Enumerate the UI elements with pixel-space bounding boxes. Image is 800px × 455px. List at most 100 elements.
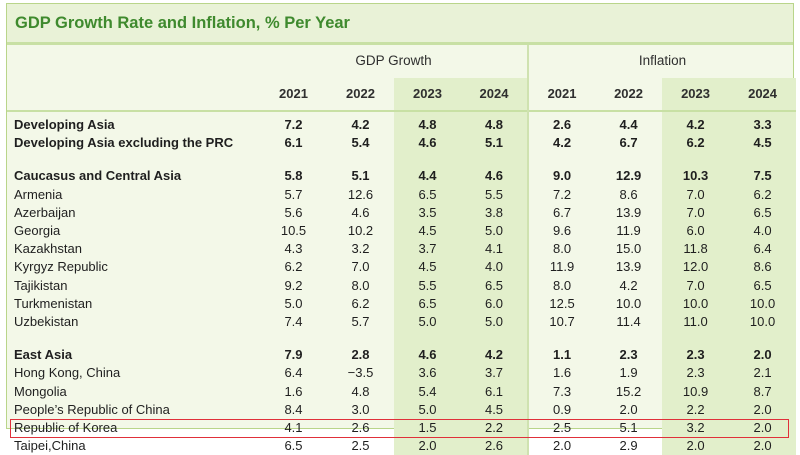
table-cell: 5.0 (394, 400, 461, 420)
table-cell: 2.2 (461, 419, 529, 438)
spacer-cell (260, 331, 327, 346)
table-cell: 5.0 (394, 313, 461, 332)
table-cell: 6.2 (284, 259, 303, 275)
table-cell: 4.4 (394, 167, 461, 186)
table-cell: 5.0 (461, 313, 529, 332)
table-cell: 11.9 (616, 223, 641, 239)
row-label: Uzbekistan (14, 314, 79, 330)
table-cell: 11.9 (527, 258, 596, 277)
table-cell: 4.4 (619, 117, 638, 132)
table-cell: 10.7 (527, 313, 596, 332)
table-cell: 4.0 (461, 258, 529, 277)
row-label: Developing Asia (14, 117, 115, 132)
table-cell: 6.1 (284, 135, 303, 151)
table-cell: 1.6 (527, 364, 596, 383)
table-cell: 2.0 (729, 437, 797, 455)
table-cell: 6.5 (284, 438, 303, 454)
table-panel: GDP Growth Rate and Inflation, % Per Yea… (6, 3, 797, 455)
table-cell: 7.0 (351, 259, 370, 275)
row-label: Armenia (14, 186, 63, 202)
table-cell: 4.6 (394, 346, 461, 365)
table-cell: 2.6 (461, 437, 529, 455)
spacer-cell (461, 331, 529, 347)
table-row: East Asia 7.9 2.8 4.6 4.2 1.1 2.3 2.3 2.0 (7, 346, 797, 365)
year-header: 2024 (729, 78, 797, 111)
table-cell: 5.5 (461, 185, 529, 204)
table-cell: 5.7 (284, 186, 303, 202)
table-cell: 5.1 (461, 134, 529, 153)
table-cell: 4.3 (284, 241, 303, 257)
year-header: 2021 (279, 85, 308, 101)
table-cell: 4.6 (394, 134, 461, 153)
table-row: Armenia 5.7 12.6 6.5 5.5 7.2 8.6 7.0 6.2 (7, 185, 797, 204)
header-blank (7, 78, 260, 111)
spacer-row (7, 152, 797, 168)
spacer-cell (595, 152, 662, 167)
year-header: 2024 (461, 78, 529, 111)
row-label: Azerbaijan (14, 204, 76, 220)
table-cell: 8.4 (284, 401, 303, 417)
row-label: Turkmenistan (14, 295, 93, 311)
table-cell: 10.3 (662, 167, 730, 186)
table-cell: 8.6 (729, 258, 797, 277)
row-label: Mongolia (14, 383, 67, 399)
table-cell: 5.1 (619, 420, 638, 436)
row-label: Caucasus and Central Asia (14, 168, 182, 184)
table-cell: 4.2 (619, 277, 638, 293)
spacer-cell (662, 152, 730, 168)
table-cell: 2.6 (351, 420, 370, 436)
table-cell: 2.0 (662, 437, 730, 455)
table-cell: 3.2 (351, 241, 370, 257)
table-cell: 2.5 (527, 419, 596, 438)
table-cell: 6.4 (284, 365, 303, 381)
spacer-cell (662, 331, 730, 347)
row-label: Kyrgyz Republic (14, 259, 108, 275)
table-cell: 13.9 (615, 204, 642, 220)
header-blank (7, 45, 260, 78)
table-cell: 4.2 (527, 134, 596, 153)
spacer-cell (461, 152, 529, 168)
table-cell: 3.0 (351, 401, 370, 417)
year-header: 2023 (394, 78, 461, 111)
table-cell: 9.6 (527, 222, 596, 241)
table-cell: 3.2 (662, 419, 730, 438)
table-row-highlighted: Republic of Korea 4.1 2.6 1.5 2.2 2.5 5.1 3.2 2.… (7, 419, 797, 438)
table-cell: 6.5 (394, 294, 461, 314)
row-label: Georgia (14, 223, 61, 239)
table-cell: 6.7 (527, 203, 596, 223)
table-cell: 8.7 (729, 382, 797, 401)
table-cell: 10.9 (662, 382, 730, 401)
table-cell: 4.2 (351, 117, 370, 132)
table-cell: 13.9 (615, 259, 642, 275)
spacer-cell (527, 331, 596, 347)
table-row: Mongolia 1.6 4.8 5.4 6.1 7.3 15.2 10.9 8.7 (7, 382, 797, 401)
table-cell: 8.0 (351, 277, 370, 293)
table-cell: 4.1 (284, 420, 303, 436)
table-cell: 8.6 (619, 186, 638, 202)
table-cell: 4.5 (461, 400, 529, 420)
table-cell: 10.0 (615, 295, 642, 311)
table-row: Developing Asia excluding the PRC 6.1 5.4 4… (7, 134, 797, 153)
table-cell: 3.8 (461, 203, 529, 223)
row-label: Kazakhstan (14, 241, 82, 257)
row-label: Hong Kong, China (14, 365, 121, 381)
table-cell: 4.5 (394, 222, 461, 241)
group-header-gdp: GDP Growth (355, 53, 432, 69)
table-cell: 6.5 (729, 276, 797, 295)
table-cell: 4.5 (394, 258, 461, 277)
table-cell: 6.2 (351, 295, 370, 311)
table-cell: 6.1 (461, 382, 529, 401)
table-cell: 4.6 (351, 204, 370, 220)
table-cell: 4.2 (662, 111, 730, 135)
table-cell: 12.5 (527, 294, 596, 314)
table-cell: 7.5 (729, 167, 797, 186)
spacer-cell (327, 152, 394, 167)
table-cell: 5.6 (284, 204, 303, 220)
table-cell: 5.4 (394, 382, 461, 401)
table-cell: 7.0 (662, 185, 730, 204)
table-cell: 2.3 (662, 364, 730, 383)
table-row: Tajikistan 9.2 8.0 5.5 6.5 8.0 4.2 7.0 6.5 (7, 276, 797, 295)
table-cell: 4.5 (729, 134, 797, 153)
spacer-cell (7, 152, 260, 167)
table-cell: 2.3 (662, 346, 730, 365)
